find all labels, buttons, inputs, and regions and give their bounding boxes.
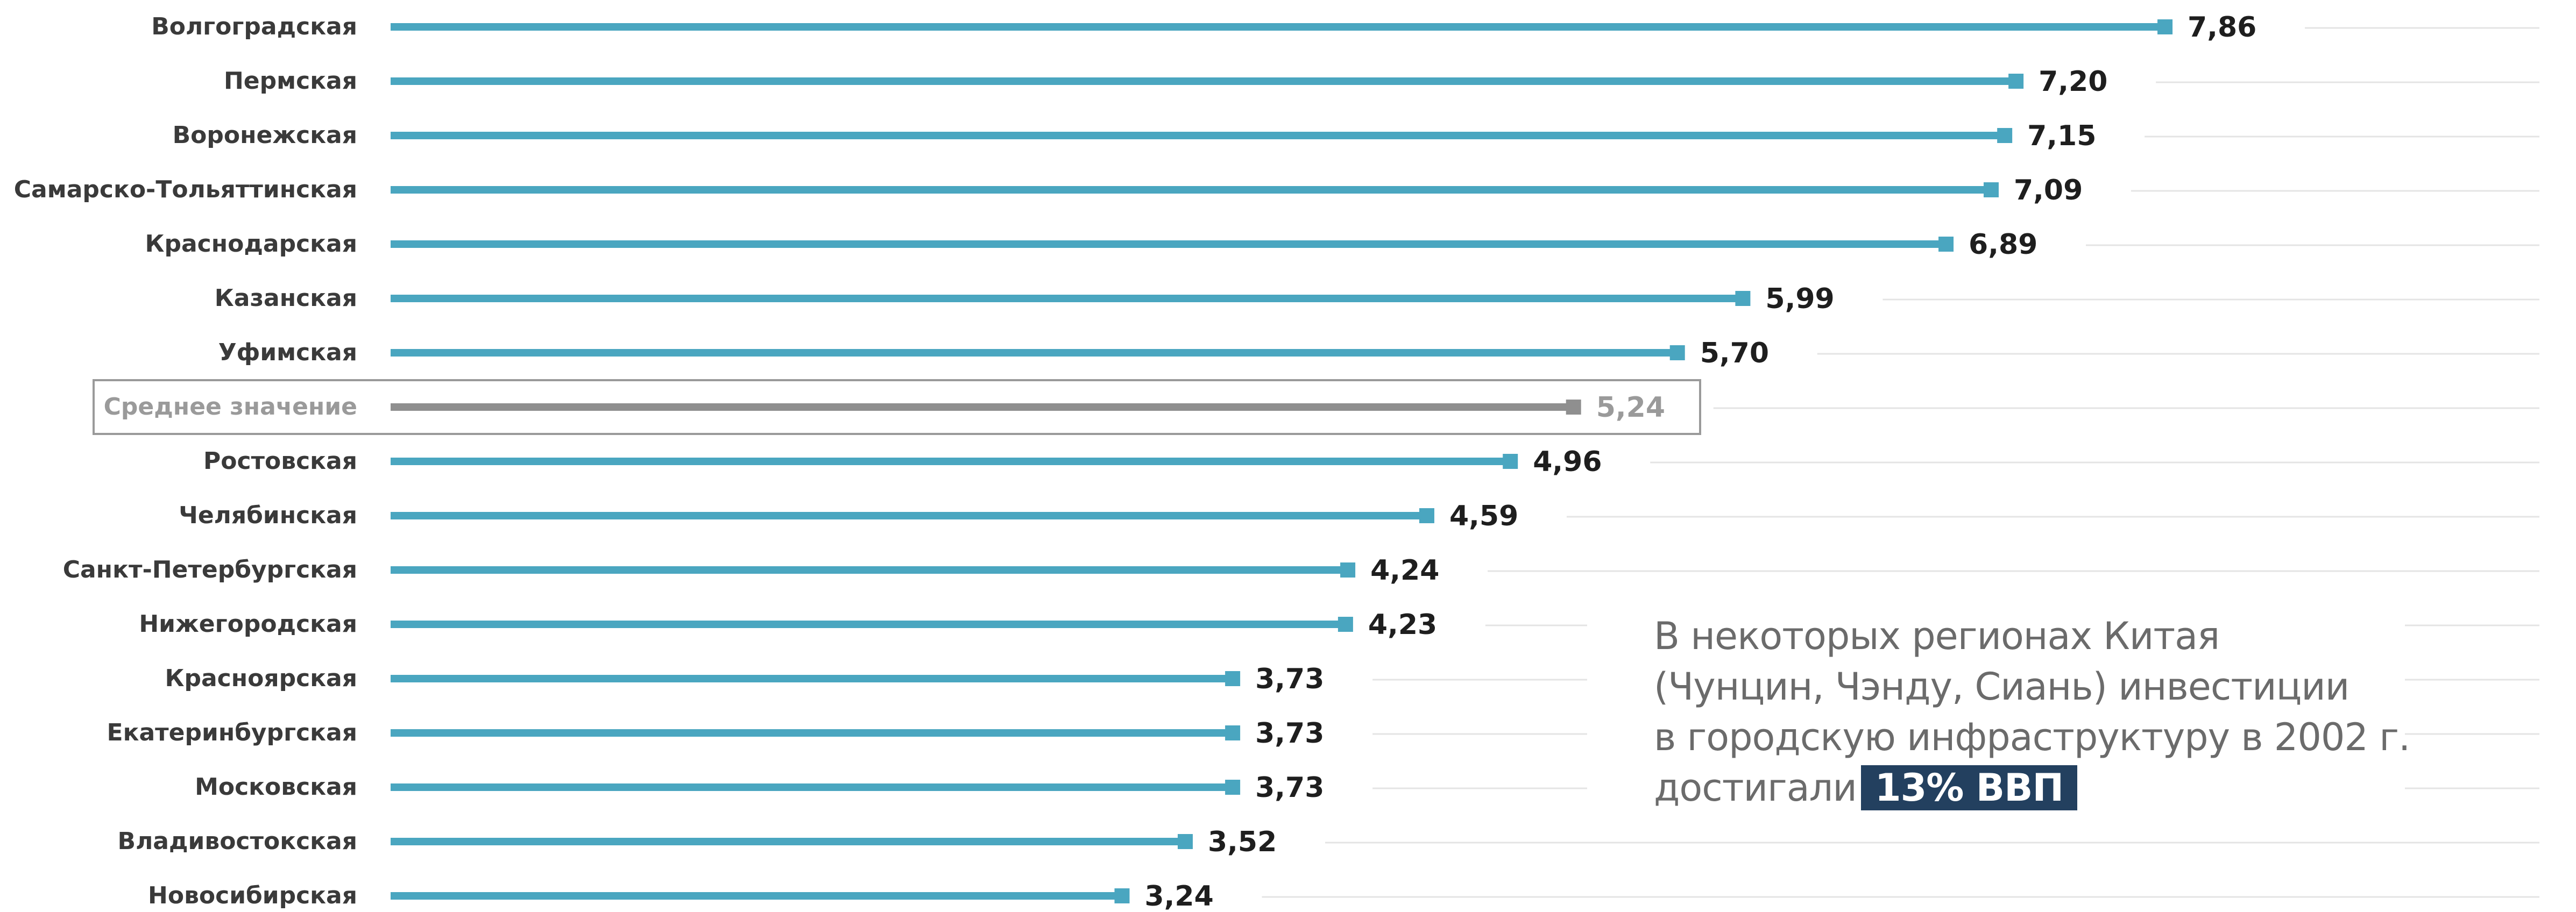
bar-row: Волгоградская 7,86	[151, 11, 2256, 44]
bar-end-marker	[1338, 617, 1353, 632]
value-label: 7,86	[2188, 11, 2256, 44]
category-label: Ростовская	[203, 447, 357, 475]
category-label: Санкт-Петербургская	[63, 556, 357, 583]
bar-row: Пермская 7,20	[224, 66, 2107, 98]
value-label: 7,20	[2039, 66, 2107, 98]
value-label: 5,70	[1700, 337, 1769, 369]
category-label: Волгоградская	[151, 13, 357, 40]
category-label: Красноярская	[165, 665, 358, 692]
category-label: Уфимская	[218, 339, 357, 366]
bar-end-marker	[1938, 237, 1954, 252]
value-label: 3,24	[1145, 880, 1214, 912]
bar-end-marker	[1419, 508, 1434, 523]
category-label: Челябинская	[179, 502, 357, 529]
bar-end-marker	[1115, 888, 1130, 903]
value-label: 3,73	[1255, 717, 1324, 750]
category-label: Среднее значение	[104, 393, 357, 421]
annotation-line-4: достигали 13% ВВП	[1654, 763, 2461, 813]
bar-row: Владивостокская 3,52	[118, 826, 1277, 858]
value-label: 3,73	[1255, 772, 1324, 804]
value-label: 7,09	[2014, 174, 2083, 206]
annotation-line-2: (Чунцин, Чэнду, Сиань) инвестиции	[1654, 661, 2461, 712]
value-label: 6,89	[1969, 229, 2037, 261]
value-label: 3,73	[1255, 663, 1324, 695]
bar-row: Самарско-Тольяттинская 7,09	[14, 174, 2083, 206]
bar-row: Челябинская 4,59	[179, 500, 1518, 532]
value-label: 4,96	[1533, 446, 1602, 478]
bar-row: Екатеринбургская 3,73	[107, 717, 1325, 750]
value-label: 7,15	[2027, 120, 2096, 152]
value-label: 4,59	[1449, 500, 1518, 532]
value-label: 4,23	[1368, 609, 1437, 641]
category-label: Московская	[195, 773, 357, 801]
bar-row: Нижегородская 4,23	[139, 609, 1437, 641]
bar-row: Уфимская 5,70	[218, 337, 1769, 369]
category-label: Пермская	[224, 67, 357, 95]
bar-row: Воронежская 7,15	[173, 120, 2097, 152]
bar-row: Красноярская 3,73	[165, 663, 1325, 695]
bar-row: Московская 3,73	[195, 772, 1324, 804]
annotation-line-4-text: достигали	[1654, 766, 1857, 810]
category-label: Нижегородская	[139, 610, 357, 638]
category-label: Екатеринбургская	[107, 719, 357, 746]
bar-end-marker	[1225, 780, 1240, 795]
value-label: 5,24	[1596, 391, 1665, 424]
category-label: Самарско-Тольяттинская	[14, 176, 357, 203]
annotation-line-1: В некоторых регионах Китая	[1654, 611, 2461, 661]
bar-row: Краснодарская 6,89	[145, 229, 2038, 261]
annotation-line-3: в городскую инфраструктуру в 2002 г.	[1654, 712, 2461, 763]
value-label: 4,24	[1370, 554, 1439, 587]
bar-end-marker	[1670, 345, 1685, 360]
category-label: Казанская	[215, 284, 357, 312]
bar-end-marker	[1225, 725, 1240, 740]
annotation-text: В некоторых регионах Китая (Чунцин, Чэнд…	[1654, 611, 2461, 813]
bar-row: Санкт-Петербургская 4,24	[63, 554, 1440, 587]
average-row: Среднее значение 5,24	[94, 380, 1700, 434]
bar-end-marker	[1735, 291, 1750, 306]
bar-row: Новосибирская 3,24	[148, 880, 1214, 912]
category-label: Новосибирская	[148, 882, 357, 909]
bar-end-marker	[1225, 671, 1240, 686]
bar-end-marker	[1997, 128, 2012, 143]
gdp-highlight-badge: 13% ВВП	[1861, 765, 2077, 810]
bar-end-marker	[2157, 19, 2172, 34]
bar-end-marker	[2008, 74, 2023, 89]
bar-end-marker	[1503, 454, 1518, 469]
bar-end-marker	[1984, 182, 1999, 197]
bar-end-marker	[1340, 562, 1355, 578]
bar-row: Ростовская 4,96	[203, 446, 1602, 478]
bar-end-marker	[1566, 400, 1581, 415]
value-label: 5,99	[1765, 283, 1834, 315]
bar-row: Казанская 5,99	[215, 283, 1835, 315]
category-label: Краснодарская	[145, 230, 357, 258]
category-label: Владивостокская	[118, 828, 357, 855]
value-label: 3,52	[1208, 826, 1277, 858]
category-label: Воронежская	[173, 122, 357, 149]
bar-end-marker	[1178, 834, 1193, 849]
